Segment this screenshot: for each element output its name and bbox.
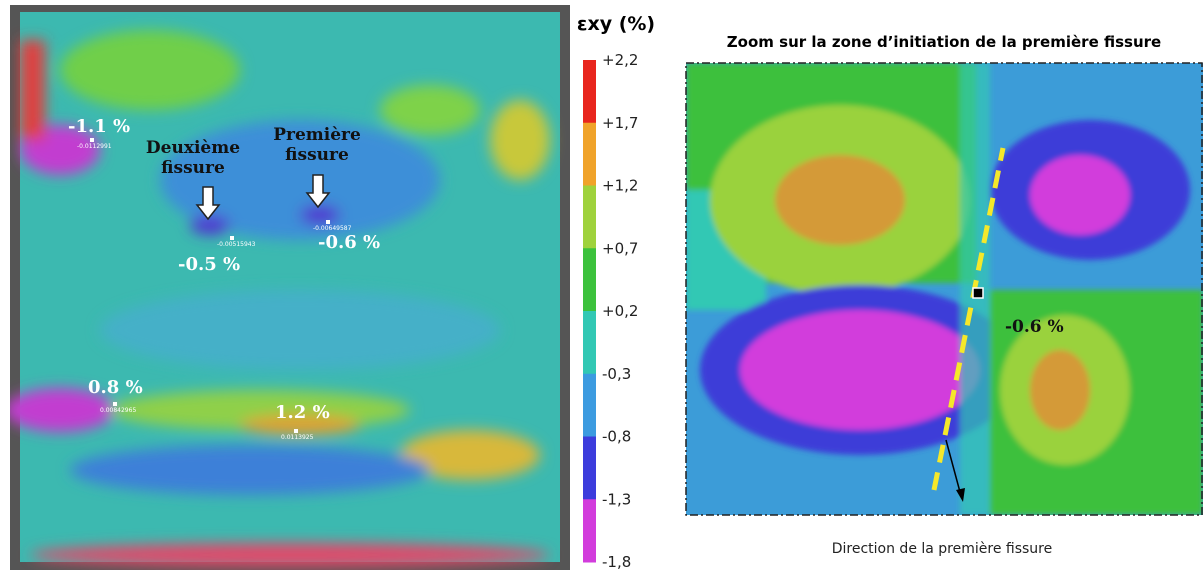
crack-label-line: fissure xyxy=(285,145,349,165)
colorbar-swatch xyxy=(583,60,596,124)
colorbar-label: -0,3 xyxy=(602,365,631,383)
colorbar-label: +0,2 xyxy=(602,302,638,320)
colorbar-title: εxy (%) xyxy=(577,13,655,35)
zoom-title: Zoom sur la zone d’initiation de la prem… xyxy=(727,33,1161,51)
probe-value: -0.00515943 xyxy=(217,241,256,248)
colorbar-label: +1,2 xyxy=(602,177,638,195)
crack-label: Deuxième fissure xyxy=(146,138,240,178)
crack-label-line: Première xyxy=(273,125,361,145)
probe-value: -0.0112991 xyxy=(77,143,112,150)
colorbar-label: +0,7 xyxy=(602,239,638,257)
crack-label-line: Deuxième xyxy=(146,138,240,158)
zoom-caption: Direction de la première fissure xyxy=(832,541,1053,557)
probe-value: 0.0113925 xyxy=(281,434,314,441)
strain-label: 1.2 % xyxy=(275,402,330,423)
colorbar-swatch xyxy=(583,373,596,437)
probe-point xyxy=(90,138,94,142)
colorbar-swatch xyxy=(583,499,596,563)
colorbar-swatch xyxy=(583,311,596,375)
probe-point xyxy=(113,402,117,406)
crack-label: Première fissure xyxy=(273,125,361,165)
colorbar-label: -0,8 xyxy=(602,428,631,446)
probe-point xyxy=(294,429,298,433)
colorbar-label: +2,2 xyxy=(602,51,638,69)
strain-label: -1.1 % xyxy=(68,116,130,137)
colorbar-label: -1,8 xyxy=(602,553,631,571)
arrow xyxy=(195,186,221,221)
probe-value: -0.00649587 xyxy=(313,225,352,232)
zoom-value: -0.6 % xyxy=(1005,317,1064,337)
colorbar-label: -1,3 xyxy=(602,490,631,508)
zoom-map xyxy=(686,63,1203,515)
strain-label: -0.5 % xyxy=(178,254,240,275)
probe-point xyxy=(230,236,234,240)
probe-value: 0.00842965 xyxy=(100,407,136,414)
probe-point xyxy=(326,220,330,224)
colorbar-swatch xyxy=(583,185,596,249)
strain-map xyxy=(10,5,570,570)
colorbar-swatch xyxy=(583,248,596,312)
colorbar-swatch xyxy=(583,436,596,500)
colorbar-label: +1,7 xyxy=(602,114,638,132)
crack-label-line: fissure xyxy=(161,158,225,178)
strain-label: -0.6 % xyxy=(318,232,380,253)
arrow xyxy=(305,174,331,209)
colorbar-swatch xyxy=(583,122,596,186)
strain-label: 0.8 % xyxy=(88,377,143,398)
